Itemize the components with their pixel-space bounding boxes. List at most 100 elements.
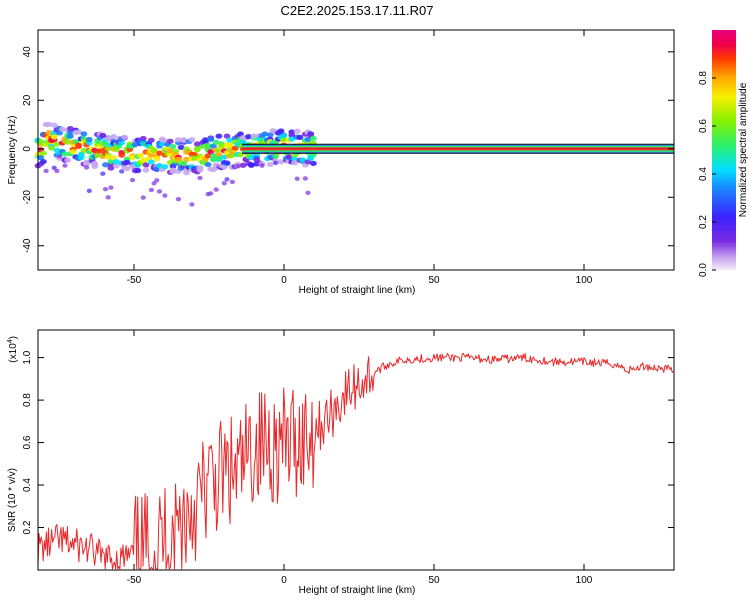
spectrogram-cell [67, 133, 74, 139]
spectrogram-cell [280, 133, 288, 139]
spectrogram-y-tick-label: -20 [22, 190, 33, 205]
spectrogram-cell [188, 137, 196, 143]
spectrogram-cell [102, 141, 109, 147]
spectrogram-y-tick-label: 20 [22, 94, 33, 106]
spectrogram-cell [85, 136, 93, 143]
spectrogram-cell [285, 154, 293, 160]
spectrogram-cell [296, 134, 304, 141]
colorbar-gradient [712, 30, 736, 270]
spectrogram-cell [91, 160, 99, 167]
spectrogram-cell [161, 164, 169, 170]
spectrogram-cell [191, 151, 199, 158]
spectrogram-cell [80, 131, 88, 137]
snr-x-tick-label: 100 [576, 575, 593, 586]
spectrogram-cell [108, 185, 114, 190]
spectrogram-cell [273, 160, 279, 166]
spectrogram-cell [61, 151, 69, 157]
spectrogram-cell [156, 189, 163, 194]
snr-scale-exponent: 4 [7, 339, 14, 343]
spectrogram-cell [220, 154, 228, 160]
spectrogram-cell [288, 132, 296, 138]
spectrogram-cell [193, 141, 201, 147]
spectrogram-cell [218, 142, 226, 149]
spectrogram-cell [45, 130, 53, 136]
spectrogram-cell [229, 179, 235, 185]
spectrogram-cell [305, 190, 311, 195]
spectrogram-cell [80, 147, 88, 153]
spectrogram-cell [48, 145, 55, 151]
colorbar-label: Normalized spectral amplitude [738, 82, 749, 217]
snr-scale-prefix: (x10 [8, 343, 19, 363]
spectrogram-cell [288, 136, 296, 142]
spectrogram-cell [247, 162, 255, 168]
spectrogram-x-tick-label: 50 [428, 275, 440, 286]
spectrogram-cell [121, 134, 128, 140]
spectrogram-cell [102, 186, 109, 192]
spectrogram-cell [204, 142, 212, 148]
spectrogram-cell [137, 152, 145, 159]
spectrogram-cell [64, 157, 72, 163]
spectrogram-cell [293, 128, 301, 134]
spectrogram-cell [131, 142, 139, 148]
spectrogram-cell [112, 163, 120, 169]
spectrogram-panel: -50 0 50 100 -40 -20 0 20 40 Height of straight … [7, 29, 675, 296]
spectrogram-cell [291, 156, 298, 162]
spectrogram-cell [84, 165, 90, 170]
spectrogram-cell [40, 158, 47, 165]
spectrogram-cell [123, 159, 131, 165]
spectrogram-cell [118, 140, 126, 146]
spectrogram-cell [189, 202, 195, 207]
snr-x-tick-label: 0 [281, 575, 287, 586]
snr-y-tick-label: 0.4 [22, 478, 33, 492]
snr-y-tick-label: 0.8 [22, 393, 33, 407]
spectrogram-cell [148, 152, 155, 158]
spectrogram-cell [210, 143, 217, 149]
spectrogram-cell [104, 154, 112, 160]
snr-y-tick-label: 0.2 [22, 520, 33, 534]
spectrogram-cell [139, 135, 147, 142]
spectrogram-x-tick-label: 0 [281, 275, 287, 286]
spectrogram-cell [310, 135, 317, 141]
spectrogram-cell [266, 132, 274, 138]
spectrogram-cell [213, 187, 219, 192]
spectrogram-cell [156, 150, 163, 156]
spectrogram-cell [202, 137, 209, 143]
spectrogram-cell [169, 167, 177, 173]
spectrogram-cell [175, 196, 181, 202]
spectrogram-cell [180, 161, 188, 167]
spectrogram-cell [266, 161, 274, 168]
snr-scale-suffix: ) [8, 336, 19, 339]
spectrogram-cell [150, 147, 158, 153]
spectrogram-cell [245, 134, 253, 140]
spectrogram-cell [96, 148, 104, 154]
spectrogram-cell [231, 145, 239, 151]
spectrogram-cell [154, 178, 160, 183]
spectrogram-plot-frame [37, 29, 675, 271]
colorbar-tick-label: 0.6 [698, 119, 709, 133]
colorbar: 0.0 0.2 0.4 0.6 0.8 Normalized spectral ampl… [698, 30, 749, 277]
spectrogram-x-tick-label: -50 [127, 275, 142, 286]
spectrogram-cell [223, 160, 231, 166]
spectrogram-cell [299, 157, 306, 163]
colorbar-tick-label: 0.8 [698, 71, 709, 85]
spectrogram-cell [45, 121, 53, 127]
colorbar-ticks: 0.0 0.2 0.4 0.6 0.8 [698, 71, 716, 277]
spectrogram-cell [193, 147, 201, 153]
spectrogram-cell [37, 154, 45, 161]
spectrogram-cell [67, 125, 74, 132]
spectrogram-y-tick-label: 40 [22, 46, 33, 58]
spectrogram-cell [140, 195, 146, 200]
spectrogram-cell [69, 149, 77, 155]
spectrogram-cell [250, 133, 258, 139]
snr-scale-factor: (x104) [7, 336, 19, 363]
spectrogram-cell [75, 129, 82, 135]
spectrogram-cell [118, 152, 126, 158]
spectrogram-cell [51, 165, 57, 170]
spectrogram-cell [129, 154, 136, 160]
spectrogram-cell [100, 171, 106, 176]
spectrogram-y-tick-label: -40 [22, 238, 33, 253]
spectrogram-cell [166, 138, 174, 144]
spectrogram-cell [129, 177, 136, 183]
spectrogram-cell [197, 175, 203, 181]
